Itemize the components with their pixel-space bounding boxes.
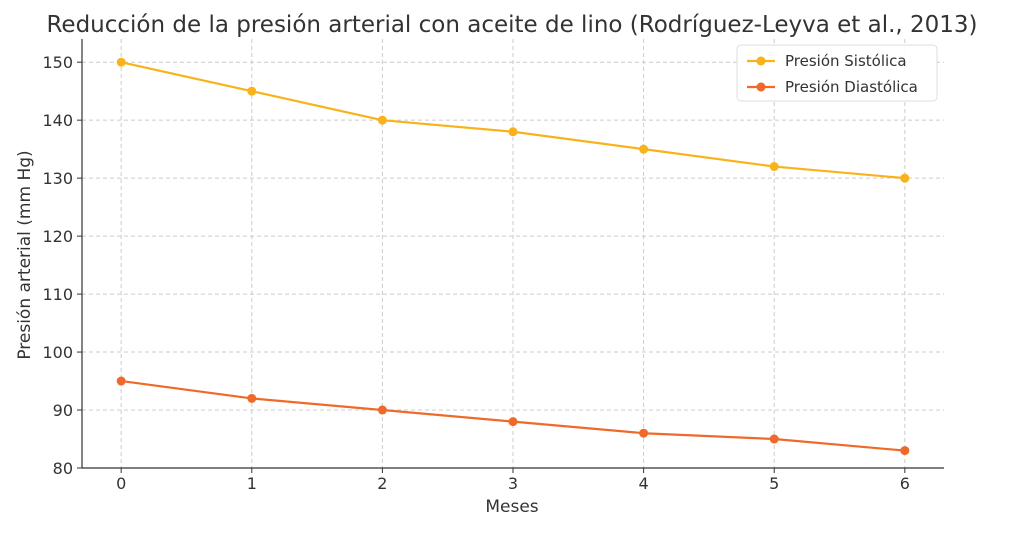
data-point: [377, 115, 387, 125]
legend-label: Presión Diastólica: [785, 78, 918, 96]
data-point: [900, 173, 910, 183]
y-tick-label: 90: [53, 401, 73, 420]
data-point: [900, 446, 910, 456]
x-axis-label: Meses: [485, 497, 538, 517]
x-tick-label: 4: [639, 474, 649, 493]
data-point: [247, 393, 257, 403]
series-2: [116, 376, 910, 456]
data-point: [508, 127, 518, 137]
axes: 0 1 2 3 4 5 6 80 90 100 110 120 130 140 150: [42, 39, 944, 493]
series-1: [116, 57, 910, 183]
y-tick-label: 110: [42, 285, 73, 304]
y-tick-label: 80: [53, 459, 73, 478]
data-point: [508, 417, 518, 427]
grid: [82, 39, 944, 469]
x-tick-label: 5: [769, 474, 779, 493]
data-point: [769, 434, 779, 444]
data-point: [116, 57, 126, 67]
x-tick-label: 3: [508, 474, 518, 493]
series-layer: [116, 57, 910, 456]
y-axis-label: Presión arterial (mm Hg): [15, 150, 35, 359]
data-point: [769, 162, 779, 172]
data-point: [247, 86, 257, 96]
data-point: [377, 405, 387, 415]
legend-box: [736, 44, 938, 102]
legend-marker: [756, 56, 766, 66]
data-point: [639, 144, 649, 154]
y-tick-label: 140: [42, 111, 73, 130]
x-tick-label: 0: [116, 474, 126, 493]
chart-title: Reducción de la presión arterial con ace…: [46, 12, 977, 38]
x-tick-label: 2: [377, 474, 387, 493]
legend: Presión Sistólica Presión Diastólica: [736, 44, 938, 102]
y-tick-label: 150: [42, 53, 73, 72]
legend-marker: [756, 82, 766, 92]
data-point: [639, 428, 649, 438]
y-tick-label: 130: [42, 169, 73, 188]
data-point: [116, 376, 126, 386]
y-tick-label: 120: [42, 227, 73, 246]
x-tick-label: 1: [247, 474, 257, 493]
x-tick-label: 6: [900, 474, 910, 493]
legend-label: Presión Sistólica: [785, 52, 907, 70]
y-tick-label: 100: [42, 343, 73, 362]
